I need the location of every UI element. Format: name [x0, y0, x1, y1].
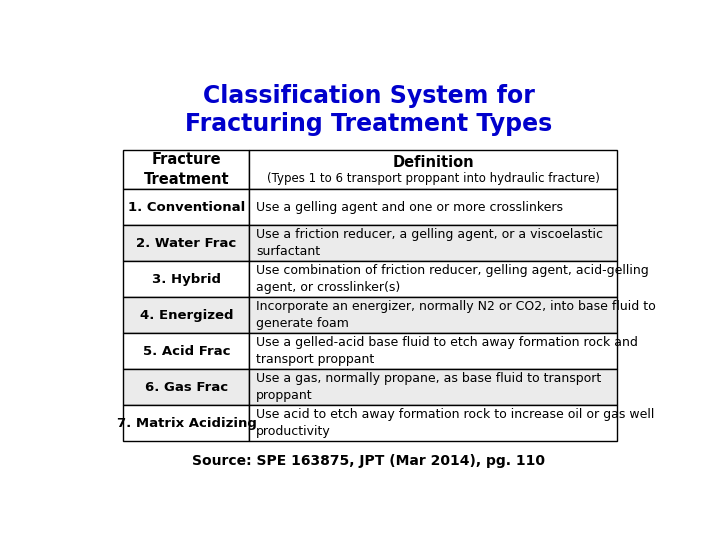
- Text: Fracture
Treatment: Fracture Treatment: [143, 152, 229, 187]
- Bar: [124, 225, 249, 261]
- Text: Use a gelling agent and one or more crosslinkers: Use a gelling agent and one or more cros…: [256, 201, 563, 214]
- Bar: [124, 297, 249, 333]
- Bar: [124, 369, 249, 405]
- Bar: [249, 261, 617, 297]
- Bar: [124, 333, 249, 369]
- Bar: [249, 333, 617, 369]
- Text: 6. Gas Frac: 6. Gas Frac: [145, 381, 228, 394]
- Text: (Types 1 to 6 transport proppant into hydraulic fracture): (Types 1 to 6 transport proppant into hy…: [267, 172, 600, 185]
- Text: Definition: Definition: [392, 155, 474, 170]
- Bar: [124, 405, 249, 441]
- Text: Use acid to etch away formation rock to increase oil or gas well
productivity: Use acid to etch away formation rock to …: [256, 408, 654, 438]
- Bar: [249, 369, 617, 405]
- Text: 3. Hybrid: 3. Hybrid: [152, 273, 221, 286]
- Bar: [124, 261, 249, 297]
- Bar: [249, 297, 617, 333]
- Text: Use a gas, normally propane, as base fluid to transport
proppant: Use a gas, normally propane, as base flu…: [256, 372, 601, 402]
- Text: 4. Energized: 4. Energized: [140, 309, 233, 322]
- Bar: [249, 190, 617, 225]
- Text: 5. Acid Frac: 5. Acid Frac: [143, 345, 230, 357]
- Bar: [249, 150, 617, 190]
- Text: 1. Conventional: 1. Conventional: [128, 201, 245, 214]
- Text: Use combination of friction reducer, gelling agent, acid-gelling
agent, or cross: Use combination of friction reducer, gel…: [256, 264, 649, 294]
- Bar: [124, 150, 249, 190]
- Text: Use a gelled-acid base fluid to etch away formation rock and
transport proppant: Use a gelled-acid base fluid to etch awa…: [256, 336, 638, 366]
- Bar: [124, 190, 249, 225]
- Text: Incorporate an energizer, normally N2 or CO2, into base fluid to
generate foam: Incorporate an energizer, normally N2 or…: [256, 300, 656, 330]
- Text: Use a friction reducer, a gelling agent, or a viscoelastic
surfactant: Use a friction reducer, a gelling agent,…: [256, 228, 603, 258]
- Bar: [249, 225, 617, 261]
- Text: Source: SPE 163875, JPT (Mar 2014), pg. 110: Source: SPE 163875, JPT (Mar 2014), pg. …: [192, 454, 546, 468]
- Bar: [249, 405, 617, 441]
- Text: Classification System for
Fracturing Treatment Types: Classification System for Fracturing Tre…: [185, 84, 553, 136]
- Text: 7. Matrix Acidizing: 7. Matrix Acidizing: [117, 417, 256, 430]
- Text: 2. Water Frac: 2. Water Frac: [136, 237, 237, 250]
